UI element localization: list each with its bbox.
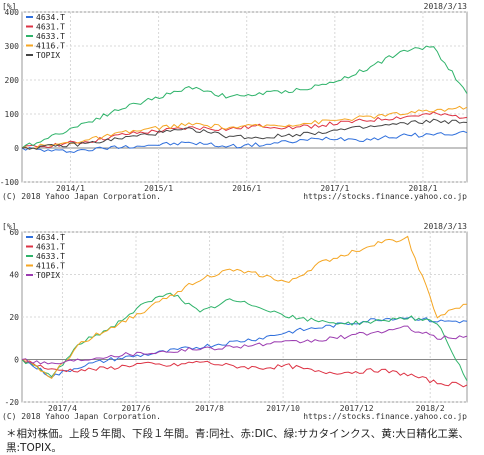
series-line-4631-t <box>21 359 468 388</box>
chart-date: 2018/3/13 <box>424 2 468 11</box>
unit-label: [%] <box>2 2 16 11</box>
chart-svg: -100 0 100 200 300 400 2014/1 2015/1 2016/1 2017/… <box>0 2 468 201</box>
x-tick-label: 2016/1 <box>232 184 261 193</box>
x-tick-label: 2014/1 <box>56 184 85 193</box>
legend-label: 4634.T <box>36 13 65 22</box>
one-year-relative-price-chart: -20 0 20 40 60 2017/4 2017/6 2017/8 2017/10 2017/… <box>0 220 484 425</box>
y-tick-label: 200 <box>5 76 20 85</box>
copyright-text: (C) 2018 Yahoo Japan Corporation. <box>2 412 161 421</box>
x-tick-label: 2017/4 <box>48 404 77 413</box>
x-tick-label: 2017/12 <box>340 404 374 413</box>
x-tick-label: 2017/1 <box>320 184 349 193</box>
x-tick-label: 2018/2 <box>416 404 445 413</box>
footnote-line-2: 黒:TOPIX。 <box>6 442 62 454</box>
y-tick-label: 300 <box>5 42 20 51</box>
series-line-4634-t <box>21 316 468 379</box>
footnote-line-1: ＊相対株価。上段５年間、下段１年間。青:同社、赤:DIC、緑:サカタインクス、黄… <box>6 428 469 440</box>
x-tick-label: 2015/1 <box>144 184 173 193</box>
x-tick-label: 2017/8 <box>195 404 224 413</box>
y-tick-label: 40 <box>9 271 19 280</box>
series-line-4633-t <box>21 292 468 382</box>
chart-date: 2018/3/13 <box>424 222 468 231</box>
legend-label: 4633.T <box>36 32 65 41</box>
y-tick-label: 20 <box>9 313 19 322</box>
source-url: https://stocks.finance.yahoo.co.jp <box>303 192 467 201</box>
legend-label: 4633.T <box>36 252 65 261</box>
y-tick-label: 60 <box>9 228 19 237</box>
legend-label: 4634.T <box>36 233 65 242</box>
legend-label: 4116.T <box>36 42 65 51</box>
five-year-relative-price-chart: -100 0 100 200 300 400 2014/1 2015/1 2016/1 2017/… <box>0 0 484 205</box>
legend-label: TOPIX <box>36 51 60 60</box>
series-line-topix <box>21 118 468 150</box>
y-tick-label: -20 <box>5 398 20 407</box>
unit-label: [%] <box>2 222 16 231</box>
x-tick-label: 2017/10 <box>266 404 300 413</box>
series-line-4116-t <box>21 105 468 150</box>
y-tick-label: 100 <box>5 110 20 119</box>
plot-area <box>21 231 468 403</box>
legend-label: 4631.T <box>36 243 65 252</box>
copyright-text: (C) 2018 Yahoo Japan Corporation. <box>2 192 161 201</box>
footnote: ＊相対株価。上段５年間、下段１年間。青:同社、赤:DIC、緑:サカタインクス、黄… <box>6 427 478 455</box>
y-tick-label: 0 <box>14 144 19 153</box>
legend-label: 4116.T <box>36 262 65 271</box>
legend-label: 4631.T <box>36 23 65 32</box>
source-url: https://stocks.finance.yahoo.co.jp <box>303 412 467 421</box>
chart-svg: -20 0 20 40 60 2017/4 2017/6 2017/8 2017/10 2017/… <box>2 222 468 421</box>
series-line-4116-t <box>21 235 468 379</box>
y-tick-label: 400 <box>5 8 20 17</box>
series-line-topix <box>21 325 468 365</box>
x-tick-label: 2017/6 <box>122 404 151 413</box>
series-line-4633-t <box>21 45 468 149</box>
plot-area <box>21 11 468 183</box>
y-tick-label: -100 <box>0 178 19 187</box>
y-tick-label: 0 <box>14 356 19 365</box>
legend-label: TOPIX <box>36 271 60 280</box>
series-line-4634-t <box>21 130 468 154</box>
x-tick-label: 2018/1 <box>408 184 437 193</box>
